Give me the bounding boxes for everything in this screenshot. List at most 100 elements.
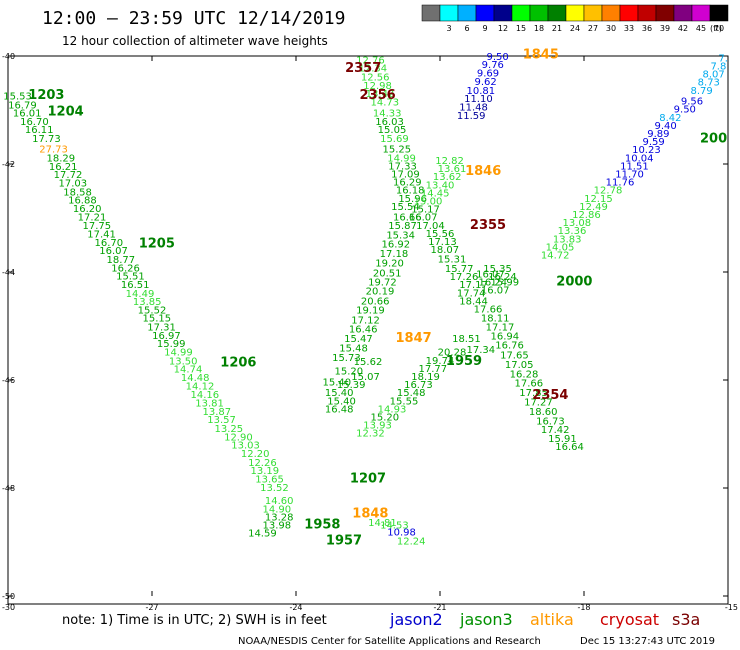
wave-height-value: 15.73: [332, 353, 361, 364]
pass-time-label: 2000: [556, 275, 592, 290]
pass-time-label: 1848: [352, 507, 388, 522]
wave-height-value: 15.35: [483, 264, 512, 275]
wave-height-value: 17.03: [58, 179, 87, 190]
wave-height-value: 9.56: [681, 97, 703, 108]
wave-height-value: 14.60: [265, 496, 294, 507]
wave-height-value: 10.04: [625, 153, 654, 164]
wave-height-value: 17.17: [486, 322, 515, 333]
colorbar-label: 39: [660, 24, 670, 33]
wave-height-value: 7.: [718, 53, 728, 64]
wave-height-value: 9.62: [474, 77, 496, 88]
wave-height-value: 12.86: [572, 210, 601, 221]
wave-height-value: 18.07: [430, 245, 459, 256]
wave-height-value: 20.51: [373, 268, 402, 279]
lat-tick-label: -50: [2, 592, 15, 601]
colorbar-label: 45: [696, 24, 706, 33]
wave-height-value: 16.70: [20, 117, 49, 128]
wave-height-value: 14.53: [380, 521, 409, 532]
wave-height-value: 15.51: [116, 272, 145, 283]
wave-height-value: 18.51: [452, 334, 481, 345]
wave-height-value: 11.59: [457, 111, 486, 122]
colorbar-label: 30: [606, 24, 616, 33]
wave-height-value: 12.24: [397, 537, 426, 548]
wave-height-value: 12.82: [435, 156, 464, 167]
lat-tick-label: -42: [2, 160, 15, 169]
wave-height-value: 14.93: [378, 404, 407, 415]
wave-height-value: 16.21: [49, 162, 78, 173]
wave-height-value: 13.52: [260, 483, 289, 494]
wave-height-value: 15.54: [391, 202, 420, 213]
colorbar-swatch: [709, 4, 729, 22]
wave-height-value: 13.81: [195, 398, 224, 409]
colorbar-swatch: [619, 4, 639, 22]
wave-height-value: 14.81: [368, 518, 397, 529]
wave-height-value: 17.34: [466, 345, 495, 356]
wave-height-value: 16.11: [25, 125, 54, 136]
lon-tick-label: -15: [725, 603, 738, 612]
wave-height-value: 12.15: [584, 194, 613, 205]
wave-height-value: 14.74: [174, 364, 203, 375]
wave-height-value: 15.34: [386, 231, 415, 242]
lon-tick-label: -21: [433, 603, 446, 612]
wave-height-value: 9.50: [486, 52, 508, 63]
wave-height-value: 16.66: [393, 213, 422, 224]
wave-height-value: 16.18: [396, 186, 425, 197]
wave-height-value: 12.56: [361, 72, 390, 83]
colorbar-swatch: [673, 4, 693, 22]
wave-height-value: 16.97: [152, 331, 181, 342]
wave-height-value: 15.87: [388, 221, 417, 232]
pass-time-label: 200: [700, 131, 727, 146]
wave-height-value: 11.48: [459, 103, 488, 114]
pass-time-label: 1846: [465, 164, 501, 179]
wave-height-value: 15.77: [445, 264, 474, 275]
lon-tick-label: -27: [145, 603, 158, 612]
wave-height-value: 12.32: [356, 429, 385, 440]
lat-tick-label: -46: [2, 376, 15, 385]
wave-height-value: 12.49: [579, 202, 608, 213]
colorbar-label: 12: [498, 24, 508, 33]
wave-height-value: 16.46: [349, 324, 378, 335]
wave-height-value: 13.57: [207, 415, 236, 426]
wave-height-value: 17.31: [147, 322, 176, 333]
wave-height-value: 13.62: [433, 172, 462, 183]
wave-height-value: 15.52: [138, 306, 167, 317]
wave-height-value: 9.50: [674, 105, 696, 116]
wave-height-value: 16.07: [481, 286, 510, 297]
pass-time-label: 1206: [220, 356, 256, 371]
wave-height-value: 14.45: [421, 188, 450, 199]
wave-height-value: 10.98: [387, 528, 416, 539]
lat-tick-label: -48: [2, 484, 15, 493]
wave-height-value: 13.19: [250, 466, 279, 477]
pass-time-label: 1207: [350, 472, 386, 487]
wave-height-value: 15.25: [382, 145, 411, 156]
wave-height-value: 15.48: [339, 343, 368, 354]
wave-height-value: 14.99: [387, 153, 416, 164]
wave-height-value: 15.99: [157, 339, 186, 350]
wave-height-value: 17.73: [32, 134, 61, 145]
pass-time-label: 1957: [326, 534, 362, 549]
wave-height-value: 16.51: [121, 280, 150, 291]
wave-height-value: 12.26: [248, 458, 277, 469]
wave-height-value: 13.03: [231, 441, 260, 452]
wave-height-value: 15.48: [397, 388, 426, 399]
lon-tick-label: -30: [2, 603, 15, 612]
wave-height-value: 16.26: [111, 263, 140, 274]
wave-height-value: 17.18: [380, 249, 409, 260]
colorbar-label: 42: [678, 24, 688, 33]
wave-height-value: 19.74: [426, 356, 455, 367]
wave-height-value: 9.59: [642, 137, 664, 148]
wave-height-value: 16.03: [375, 117, 404, 128]
wave-height-value: 9.76: [482, 60, 504, 71]
wave-height-value: 15.05: [378, 125, 407, 136]
pass-time-label: 2355: [470, 218, 506, 233]
wave-height-value: 12.98: [363, 81, 392, 92]
wave-height-value: 15.17: [411, 205, 440, 216]
wave-height-value: 15.99: [490, 278, 519, 289]
satellite-legend-altika: altika: [530, 610, 574, 629]
pass-time-label: 1958: [304, 518, 340, 533]
wave-height-value: 17.12: [351, 315, 380, 326]
wave-height-value: 15.40: [322, 377, 351, 388]
wave-height-value: 16.70: [94, 238, 123, 249]
wave-height-value: 17.05: [505, 360, 534, 371]
